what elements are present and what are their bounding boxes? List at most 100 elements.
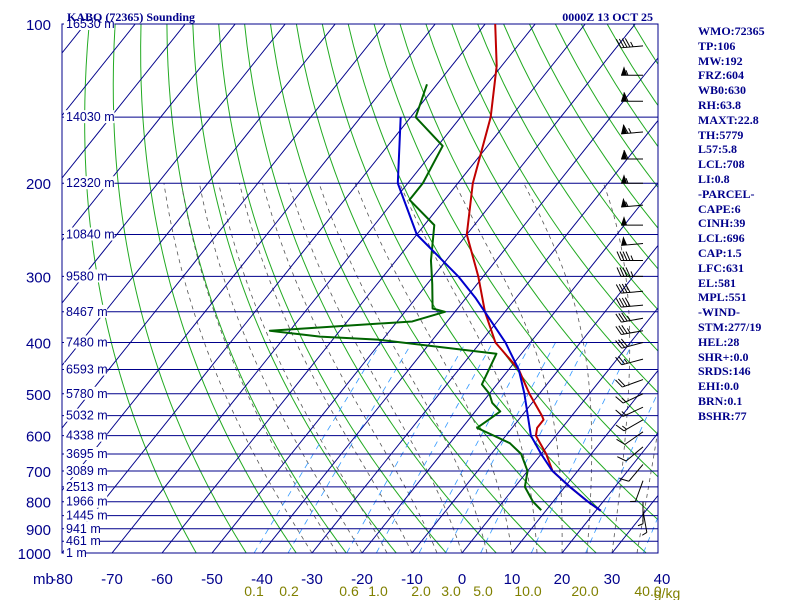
stat-item: RH:63.8 <box>698 97 741 112</box>
wind-barb <box>621 66 643 76</box>
moist-adiabat <box>523 183 593 553</box>
barb-staff <box>621 317 644 323</box>
barb-full <box>619 251 625 261</box>
moist-adiabat <box>454 183 563 553</box>
height-label-bg <box>64 176 115 190</box>
height-label-bg <box>64 546 86 559</box>
wind-barb <box>615 406 644 417</box>
wind-barb <box>615 393 644 404</box>
height-label-bg <box>64 304 108 318</box>
mixing-ratio-label: 0.1 <box>244 583 264 599</box>
pressure-label: 900 <box>26 522 51 539</box>
isotherm <box>211 24 636 553</box>
barb-full <box>621 297 628 307</box>
barb-full <box>618 38 625 48</box>
stat-item: MW:192 <box>698 53 743 68</box>
barb-half <box>641 531 648 536</box>
barb-full <box>616 267 622 277</box>
sounding-profiles <box>268 24 602 512</box>
chart-title: KABQ (72365) Sounding <box>67 10 195 24</box>
pressure-label: 1000 <box>18 546 51 563</box>
barb-full <box>622 251 628 261</box>
barb-full <box>618 313 625 322</box>
height-label: 7480 m <box>66 335 108 349</box>
wind-barb <box>615 356 644 366</box>
barb-staff <box>621 290 644 294</box>
stat-item: L57:5.8 <box>698 142 737 157</box>
barb-staff <box>622 406 644 417</box>
isotherm <box>411 244 658 553</box>
barb-full <box>618 356 626 365</box>
dry-adiabat <box>373 24 658 478</box>
barb-full <box>621 38 628 48</box>
barb-full <box>615 38 622 49</box>
height-label-bg <box>64 479 108 493</box>
moist-adiabat <box>318 183 488 553</box>
temperature-label: -80 <box>51 571 73 588</box>
barb-full <box>620 338 628 347</box>
isotherms <box>62 24 658 553</box>
height-label-bg <box>64 521 100 535</box>
barb-full <box>615 409 624 417</box>
height-label-bg <box>64 386 108 400</box>
barb-half <box>625 70 629 76</box>
stat-item: TH:5779 <box>698 127 744 142</box>
stat-item: MPL:551 <box>698 290 747 305</box>
wind-barb <box>621 197 644 208</box>
dry-adiabat <box>763 24 800 553</box>
barb-flag <box>621 124 628 134</box>
wind-barb <box>615 378 644 388</box>
wind-barb <box>621 216 643 226</box>
isotherm <box>111 24 536 553</box>
stat-item: EL:581 <box>698 275 737 290</box>
pressure-label: 400 <box>26 335 51 352</box>
stat-item: MAXT:22.8 <box>698 112 759 127</box>
temperature-line <box>465 24 602 512</box>
wind-barb <box>615 419 644 432</box>
barb-staff <box>635 480 644 502</box>
height-label: 6593 m <box>66 363 108 377</box>
height-label: 5780 m <box>66 387 108 401</box>
wind-barb <box>616 431 644 445</box>
mixing-ratio-label: 1.0 <box>368 583 388 599</box>
sounding-indices: WMO:72365 TP:106 MW:192 FRZ:604 WB0:630 RH:63… <box>698 24 765 424</box>
isotherm <box>62 24 486 553</box>
wind-barb <box>615 297 644 308</box>
stat-item: SRDS:146 <box>698 364 751 379</box>
isotherm <box>361 182 658 553</box>
barb-half <box>625 201 629 207</box>
barb-full <box>615 298 622 308</box>
height-label-bg <box>64 534 100 548</box>
barb-full <box>624 38 631 48</box>
barb-half <box>626 315 631 321</box>
height-label-bg <box>64 269 108 283</box>
height-label-bg <box>64 408 108 422</box>
stat-item: BRN:0.1 <box>698 393 743 408</box>
mixing-ratio-line <box>376 342 494 553</box>
temperature-label: -50 <box>201 571 223 588</box>
height-label: 1 m <box>66 546 87 560</box>
barb-staff <box>621 304 644 308</box>
wind-barb <box>630 480 644 503</box>
height-label: 12320 m <box>66 176 115 190</box>
barb-flag <box>621 92 627 102</box>
stat-item: HEL:28 <box>698 334 740 349</box>
height-label: 14030 m <box>66 110 115 124</box>
isotherm <box>62 24 336 367</box>
moist-adiabat <box>603 183 631 553</box>
isotherm <box>62 24 386 429</box>
barb-full <box>615 396 624 404</box>
barb-half <box>630 41 634 47</box>
wind-barb <box>621 149 643 160</box>
barb-full <box>615 313 622 323</box>
barb-full <box>622 124 629 134</box>
height-label-bg <box>64 227 115 241</box>
dry-adiabat <box>788 24 800 553</box>
height-label: 461 m <box>66 534 101 548</box>
isotherm <box>62 24 286 304</box>
mixing-ratio-lines <box>253 342 658 553</box>
barb-full <box>615 356 623 366</box>
barb-full <box>621 283 628 293</box>
isotherm <box>461 307 658 553</box>
